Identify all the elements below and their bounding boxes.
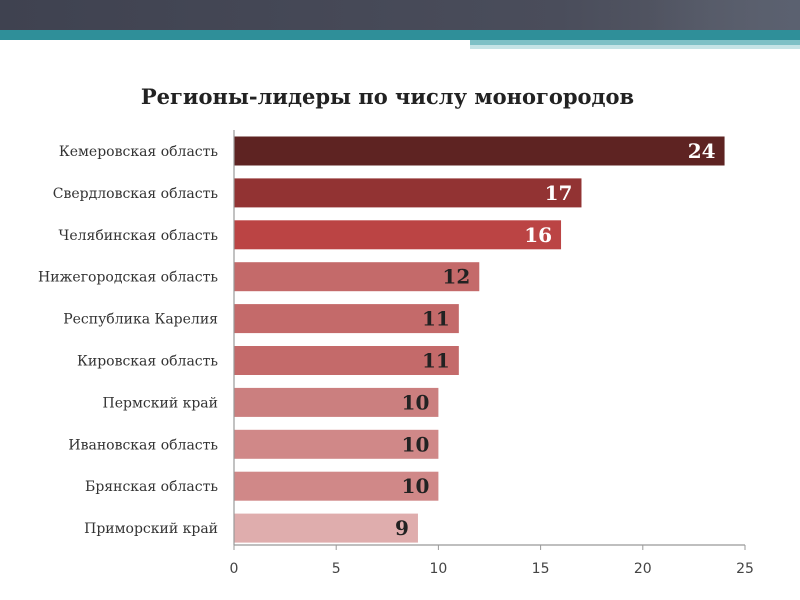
slide-header-accent [650,0,800,30]
x-tick-label-0: 0 [230,561,239,577]
bar-6 [234,387,439,417]
value-label-7: 10 [402,432,430,456]
category-label-5: Кировская область [77,354,218,370]
bar-9 [234,513,418,543]
category-label-7: Ивановская область [68,437,218,453]
value-label-6: 10 [402,390,430,414]
value-label-1: 17 [545,181,573,205]
category-label-0: Кемеровская область [59,144,218,160]
bar-1 [234,178,582,208]
slide-teal-stripe [0,30,800,40]
category-label-6: Пермский край [103,395,218,411]
value-label-4: 11 [422,307,450,331]
chart-title: Регионы-лидеры по числу моногородов [140,84,635,109]
bar-8 [234,471,439,501]
x-tick-label-5: 25 [736,561,754,577]
value-label-8: 10 [402,474,430,498]
x-tick-label-1: 5 [332,561,341,577]
x-tick-label-2: 10 [429,561,447,577]
category-label-9: Приморский край [84,521,218,537]
value-label-0: 24 [688,139,716,163]
category-label-1: Свердловская область [53,186,219,202]
value-label-9: 9 [395,516,409,540]
category-label-8: Брянская область [85,479,218,495]
bar-2 [234,220,562,250]
category-label-3: Нижегородская область [38,270,218,286]
bar-3 [234,262,480,292]
x-tick-label-4: 20 [634,561,652,577]
slide-teal-stripe-light [470,40,800,45]
value-label-2: 16 [524,223,552,247]
value-label-3: 12 [442,265,470,289]
slide-teal-stripe-pale [470,45,800,49]
x-tick-label-3: 15 [532,561,550,577]
value-label-5: 11 [422,349,450,373]
bar-7 [234,429,439,459]
bar-4 [234,304,459,334]
bar-5 [234,346,459,375]
category-label-4: Республика Карелия [63,312,218,328]
bar-0 [234,136,725,166]
category-label-2: Челябинская область [59,228,219,244]
